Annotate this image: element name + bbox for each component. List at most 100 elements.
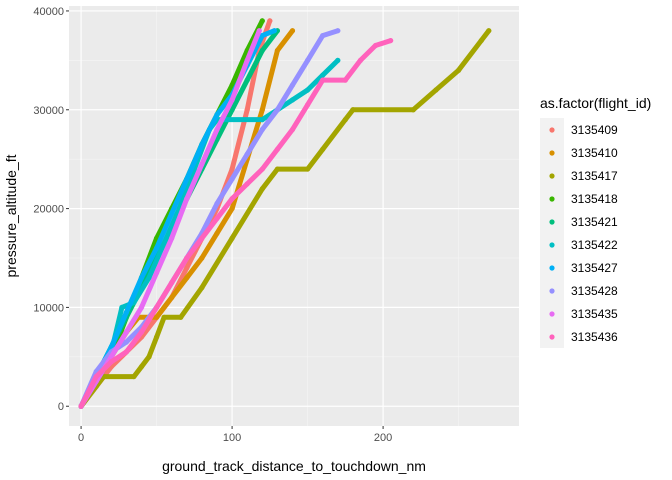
data-point	[259, 18, 265, 24]
legend: as.factor(flight_id) 3135409 3135410 31354…	[540, 95, 651, 348]
data-point	[274, 107, 280, 113]
data-point	[138, 364, 145, 370]
data-point	[244, 151, 250, 157]
data-point	[184, 275, 190, 281]
data-point	[229, 235, 235, 241]
data-point	[229, 205, 235, 212]
series-3135436	[78, 37, 394, 409]
legend-key	[549, 173, 555, 179]
panel-background	[69, 6, 519, 426]
data-point	[108, 359, 114, 365]
y-tick-label: 30000	[33, 105, 64, 117]
data-point	[304, 102, 311, 108]
data-point	[259, 107, 265, 113]
legend-label: 3135422	[571, 238, 618, 252]
data-point	[259, 126, 265, 133]
data-point	[304, 166, 311, 172]
data-point	[342, 117, 348, 123]
legend-label: 3135435	[571, 307, 618, 321]
data-point	[271, 28, 277, 34]
data-point	[184, 176, 190, 182]
data-point	[342, 77, 348, 83]
data-point	[138, 304, 145, 311]
data-point	[169, 235, 175, 241]
data-point	[153, 245, 160, 251]
legend-key	[549, 265, 555, 271]
data-point	[350, 107, 356, 113]
data-point	[199, 161, 205, 167]
data-point	[146, 354, 152, 360]
data-point	[478, 37, 484, 44]
data-point	[184, 255, 190, 261]
data-point	[146, 275, 152, 281]
legend-label: 3135428	[571, 284, 618, 298]
data-point	[214, 201, 220, 207]
data-point	[153, 334, 160, 340]
y-axis: 0 10000 20000 30000 40000	[33, 6, 69, 413]
data-point	[320, 77, 326, 83]
data-point	[161, 314, 167, 320]
data-point	[244, 57, 250, 63]
data-point	[78, 403, 84, 409]
data-point	[161, 240, 167, 246]
data-point	[169, 280, 175, 286]
data-point	[184, 265, 190, 271]
data-point	[256, 28, 262, 34]
data-point	[199, 141, 205, 147]
data-point	[93, 373, 99, 380]
data-point	[289, 28, 296, 34]
data-point	[123, 329, 129, 335]
data-point	[214, 215, 220, 222]
data-point	[320, 33, 326, 39]
plot-data	[78, 18, 492, 409]
x-tick-label: 200	[374, 432, 392, 444]
data-point	[123, 339, 129, 345]
data-point	[335, 57, 341, 63]
legend-key	[549, 219, 555, 225]
legend-label: 3135417	[571, 169, 618, 183]
data-point	[259, 186, 265, 192]
data-point	[335, 28, 341, 34]
data-point	[184, 196, 190, 202]
data-point	[199, 255, 205, 261]
data-point	[229, 166, 235, 172]
series-line	[78, 28, 341, 409]
data-point	[138, 275, 145, 281]
minor-grid	[69, 6, 519, 426]
data-point	[320, 146, 326, 152]
data-point	[169, 294, 175, 301]
series-line	[78, 28, 492, 409]
data-point	[199, 235, 205, 241]
data-point	[267, 18, 273, 24]
x-axis-title: ground_track_distance_to_touchdown_nm	[162, 458, 426, 474]
y-tick-label: 10000	[33, 302, 64, 314]
series-3135435	[78, 28, 262, 409]
legend-label: 3135409	[571, 123, 618, 137]
data-point	[169, 210, 175, 217]
data-point	[214, 126, 220, 133]
data-point	[229, 176, 235, 182]
data-point	[123, 309, 129, 315]
data-point	[274, 146, 280, 152]
legend-key-background	[540, 118, 564, 348]
data-point	[388, 37, 394, 44]
legend-key	[549, 242, 555, 248]
data-point	[229, 196, 235, 202]
legend-key	[549, 288, 555, 294]
data-point	[304, 87, 311, 93]
data-point	[289, 97, 296, 103]
legend-key	[549, 127, 555, 133]
y-axis-title: pressure_altitude_ft	[3, 154, 19, 277]
legend-key	[549, 334, 555, 340]
data-point	[289, 126, 296, 133]
legend-label: 3135427	[571, 261, 618, 275]
data-point	[410, 107, 416, 113]
data-point	[244, 181, 250, 187]
data-point	[214, 230, 220, 236]
legend-key	[549, 311, 555, 317]
x-tick-label: 100	[223, 432, 241, 444]
data-point	[274, 47, 280, 54]
data-point	[153, 270, 160, 276]
legend-label: 3135421	[571, 215, 618, 229]
